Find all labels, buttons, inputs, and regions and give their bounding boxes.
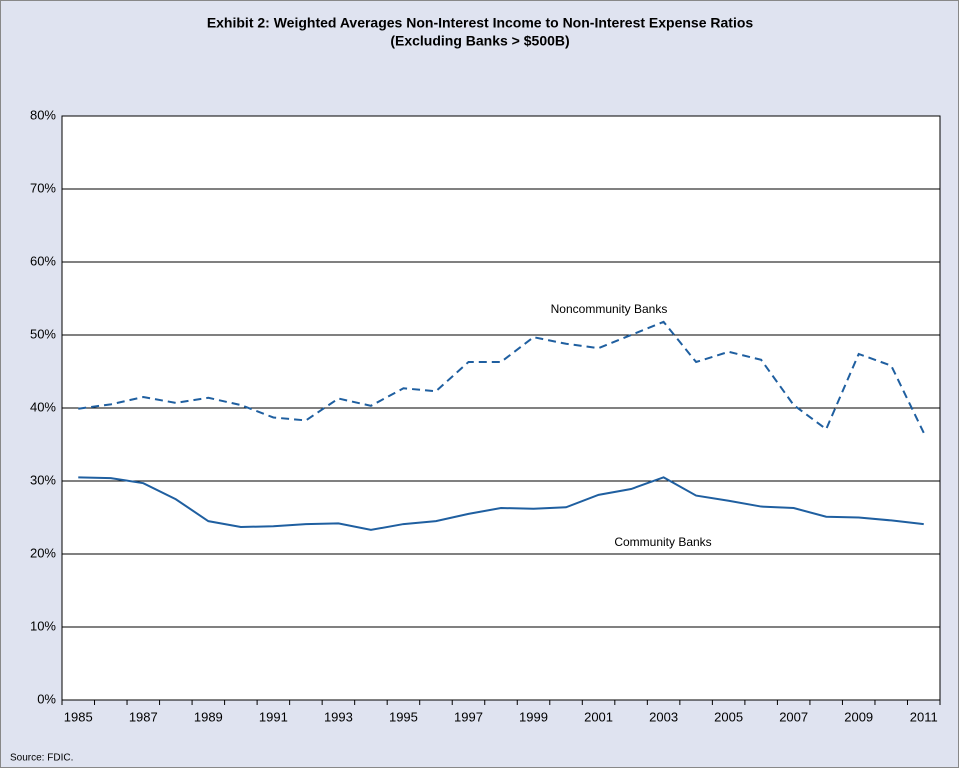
y-tick-label: 50% xyxy=(30,326,56,341)
source-note: Source: FDIC. xyxy=(10,753,73,764)
y-tick-label: 10% xyxy=(30,618,56,633)
x-tick-label: 1993 xyxy=(324,709,353,724)
chart-subtitle: (Excluding Banks > $500B) xyxy=(390,33,569,49)
x-tick-label: 2001 xyxy=(584,709,613,724)
x-tick-label: 1985 xyxy=(64,709,93,724)
x-tick-label: 2007 xyxy=(779,709,808,724)
x-tick-label: 2003 xyxy=(649,709,678,724)
chart-title: Exhibit 2: Weighted Averages Non-Interes… xyxy=(207,15,754,31)
x-tick-label: 1995 xyxy=(389,709,418,724)
x-tick-label: 1987 xyxy=(129,709,158,724)
series-label: Noncommunity Banks xyxy=(551,302,668,316)
x-tick-label: 2005 xyxy=(714,709,743,724)
x-tick-label: 1997 xyxy=(454,709,483,724)
series-line xyxy=(78,476,924,531)
y-tick-label: 80% xyxy=(30,107,56,122)
x-tick-label: 2011 xyxy=(910,709,938,724)
y-tick-label: 60% xyxy=(30,253,56,268)
y-tick-label: 40% xyxy=(30,399,56,414)
y-tick-label: 0% xyxy=(37,691,56,706)
y-tick-label: 70% xyxy=(30,180,56,195)
series-line xyxy=(78,320,925,434)
series-label: Community Banks xyxy=(614,535,711,549)
y-tick-label: 20% xyxy=(30,545,56,560)
y-tick-label: 30% xyxy=(30,472,56,487)
x-tick-label: 1991 xyxy=(259,709,288,724)
x-tick-label: 1999 xyxy=(519,709,548,724)
x-tick-label: 1989 xyxy=(194,709,223,724)
x-tick-label: 2009 xyxy=(844,709,873,724)
